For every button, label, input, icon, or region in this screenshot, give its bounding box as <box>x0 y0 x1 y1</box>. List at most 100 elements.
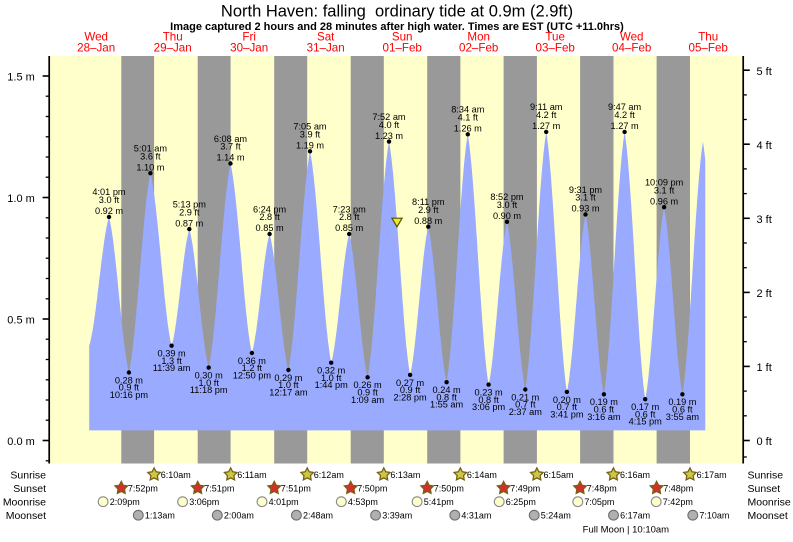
svg-text:3:16 am: 3:16 am <box>587 412 621 422</box>
svg-text:1:44 pm: 1:44 pm <box>315 380 349 390</box>
svg-text:6:10am: 6:10am <box>161 470 191 480</box>
svg-text:3.0 ft: 3.0 ft <box>99 195 120 205</box>
svg-text:1.27 m: 1.27 m <box>611 121 639 131</box>
svg-text:2:48am: 2:48am <box>303 511 333 521</box>
svg-text:3:55 am: 3:55 am <box>666 412 700 422</box>
svg-text:6:16am: 6:16am <box>620 470 650 480</box>
svg-text:1.19 m: 1.19 m <box>296 141 324 151</box>
svg-text:7:05 am: 7:05 am <box>293 122 327 132</box>
svg-text:29–Jan: 29–Jan <box>154 42 192 55</box>
svg-text:1.26 m: 1.26 m <box>454 124 482 134</box>
svg-text:0.20 m: 0.20 m <box>553 395 581 405</box>
svg-text:0.9 ft: 0.9 ft <box>119 383 140 393</box>
svg-text:03–Feb: 03–Feb <box>536 42 575 55</box>
svg-text:Moonset: Moonset <box>6 510 46 522</box>
svg-text:1.14 m: 1.14 m <box>216 153 244 163</box>
svg-text:0.5 m: 0.5 m <box>7 314 35 326</box>
svg-text:0.87 m: 0.87 m <box>175 218 203 228</box>
svg-text:2.9 ft: 2.9 ft <box>179 207 200 217</box>
svg-text:Tue: Tue <box>545 31 565 44</box>
svg-text:30–Jan: 30–Jan <box>230 42 268 55</box>
svg-text:Moonset: Moonset <box>748 510 788 522</box>
svg-text:7:50pm: 7:50pm <box>434 483 464 493</box>
svg-text:3.1 ft: 3.1 ft <box>575 193 596 203</box>
svg-text:6:25pm: 6:25pm <box>506 497 536 507</box>
svg-text:6:15am: 6:15am <box>544 470 574 480</box>
svg-text:8:34 am: 8:34 am <box>451 105 485 115</box>
svg-text:2:28 pm: 2:28 pm <box>393 392 427 402</box>
svg-text:10:09 pm: 10:09 pm <box>645 178 684 188</box>
svg-text:4:53pm: 4:53pm <box>348 497 378 507</box>
svg-text:3:39am: 3:39am <box>382 511 412 521</box>
svg-text:North Haven: falling ordinary: North Haven: falling ordinary tide at 0.… <box>221 3 573 21</box>
svg-text:2.8 ft: 2.8 ft <box>259 212 280 222</box>
svg-text:31–Jan: 31–Jan <box>307 42 345 55</box>
svg-text:1:13am: 1:13am <box>145 511 175 521</box>
svg-text:6:12am: 6:12am <box>314 470 344 480</box>
svg-text:0.6 ft: 0.6 ft <box>594 405 615 415</box>
svg-text:Sunrise: Sunrise <box>748 470 784 482</box>
svg-text:4.2 ft: 4.2 ft <box>614 110 635 120</box>
svg-text:4:01 pm: 4:01 pm <box>92 187 126 197</box>
svg-text:1.3 ft: 1.3 ft <box>161 356 182 366</box>
svg-text:05–Feb: 05–Feb <box>689 42 728 55</box>
svg-text:6:17am: 6:17am <box>697 470 727 480</box>
svg-text:7:52 am: 7:52 am <box>372 112 406 122</box>
svg-text:Mon: Mon <box>467 31 490 44</box>
svg-text:1.2 ft: 1.2 ft <box>242 363 263 373</box>
svg-text:4.1 ft: 4.1 ft <box>458 113 479 123</box>
svg-text:0.8 ft: 0.8 ft <box>478 395 499 405</box>
svg-text:7:48pm: 7:48pm <box>663 483 693 493</box>
svg-text:0.21 m: 0.21 m <box>511 392 539 402</box>
svg-text:Sunset: Sunset <box>748 483 781 495</box>
svg-text:0.90 m: 0.90 m <box>493 211 521 221</box>
svg-text:28–Jan: 28–Jan <box>77 42 115 55</box>
svg-text:3.0 ft: 3.0 ft <box>497 200 518 210</box>
svg-text:10:16 pm: 10:16 pm <box>110 390 149 400</box>
svg-text:0.28 m: 0.28 m <box>115 375 143 385</box>
svg-text:Moonrise: Moonrise <box>748 497 791 509</box>
svg-text:0.24 m: 0.24 m <box>433 385 461 395</box>
svg-text:0.19 m: 0.19 m <box>668 397 696 407</box>
svg-text:5:13 pm: 5:13 pm <box>173 199 207 209</box>
svg-text:6:24 pm: 6:24 pm <box>253 204 287 214</box>
svg-text:7:48pm: 7:48pm <box>587 483 617 493</box>
svg-text:0.23 m: 0.23 m <box>475 388 503 398</box>
svg-text:1.27 m: 1.27 m <box>532 121 560 131</box>
svg-text:6:14am: 6:14am <box>467 470 497 480</box>
svg-text:4:01pm: 4:01pm <box>269 497 299 507</box>
svg-text:0.85 m: 0.85 m <box>335 223 363 233</box>
svg-text:11:39 am: 11:39 am <box>153 363 191 373</box>
svg-text:1.23 m: 1.23 m <box>375 131 403 141</box>
svg-text:1.0 ft: 1.0 ft <box>198 378 219 388</box>
svg-text:0 ft: 0 ft <box>757 436 772 448</box>
svg-text:0.96 m: 0.96 m <box>650 196 678 206</box>
svg-text:3.6 ft: 3.6 ft <box>140 151 161 161</box>
svg-text:0.7 ft: 0.7 ft <box>557 402 578 412</box>
svg-text:7:10am: 7:10am <box>699 511 729 521</box>
svg-text:01–Feb: 01–Feb <box>383 42 422 55</box>
svg-text:1.0 ft: 1.0 ft <box>278 380 299 390</box>
svg-text:0.9 ft: 0.9 ft <box>357 388 378 398</box>
svg-text:0.0 m: 0.0 m <box>7 436 35 448</box>
svg-text:1.5 m: 1.5 m <box>7 71 35 83</box>
svg-text:3 ft: 3 ft <box>757 214 772 226</box>
svg-text:3:06pm: 3:06pm <box>189 497 219 507</box>
svg-text:4:15 pm: 4:15 pm <box>629 417 663 427</box>
svg-text:3.9 ft: 3.9 ft <box>300 130 321 140</box>
svg-text:11:18 pm: 11:18 pm <box>190 385 228 395</box>
svg-text:0.9 ft: 0.9 ft <box>400 385 421 395</box>
svg-text:3.1 ft: 3.1 ft <box>654 185 675 195</box>
svg-text:2.9 ft: 2.9 ft <box>418 205 439 215</box>
svg-text:Wed: Wed <box>620 31 644 44</box>
svg-text:7:52pm: 7:52pm <box>128 483 158 493</box>
svg-text:02–Feb: 02–Feb <box>459 42 498 55</box>
svg-text:04–Feb: 04–Feb <box>612 42 651 55</box>
svg-text:12:17 am: 12:17 am <box>269 388 308 398</box>
svg-text:5:24am: 5:24am <box>541 511 571 521</box>
svg-text:4.2 ft: 4.2 ft <box>536 110 557 120</box>
svg-text:0.26 m: 0.26 m <box>354 380 382 390</box>
svg-text:2:37 am: 2:37 am <box>509 407 543 417</box>
svg-text:0.39 m: 0.39 m <box>158 349 186 359</box>
svg-text:0.36 m: 0.36 m <box>238 356 266 366</box>
